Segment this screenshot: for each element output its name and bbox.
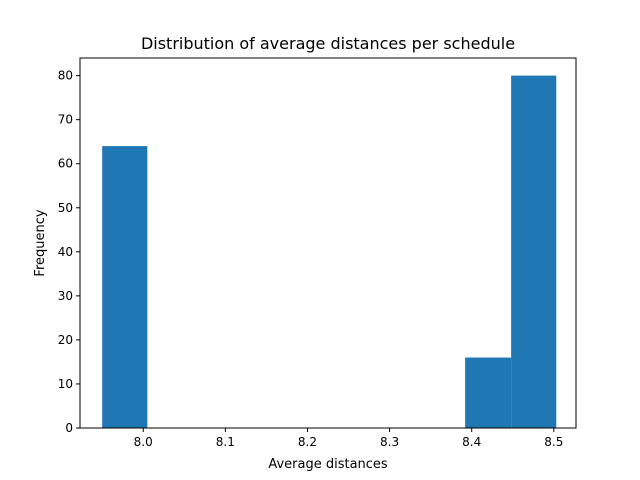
histogram-bar-9 xyxy=(511,75,557,428)
bars-group xyxy=(102,75,557,428)
y-tick-label: 10 xyxy=(58,377,73,391)
y-tick-label: 50 xyxy=(58,201,73,215)
plot-frame xyxy=(79,57,577,429)
histogram-bar-0 xyxy=(102,146,148,428)
x-tick-label: 8.0 xyxy=(134,435,153,449)
y-tick-label: 0 xyxy=(65,421,73,435)
x-tick-label: 8.1 xyxy=(216,435,235,449)
y-tick-label: 20 xyxy=(58,333,73,347)
chart-title: Distribution of average distances per sc… xyxy=(141,34,515,53)
x-axis-label: Average distances xyxy=(268,457,388,472)
y-tick-label: 70 xyxy=(58,113,73,127)
x-tick-label: 8.3 xyxy=(380,435,399,449)
y-tick-label: 80 xyxy=(58,69,73,83)
y-tick-label: 60 xyxy=(58,157,73,171)
y-tick-label: 40 xyxy=(58,245,73,259)
y-tick-label: 30 xyxy=(58,289,73,303)
y-axis-label: Frequency xyxy=(33,209,48,276)
x-axis-ticks: 8.0 8.1 8.2 8.3 8.4 8.5 xyxy=(134,428,563,449)
histogram-bar-8 xyxy=(465,357,512,428)
y-axis-ticks: 0 10 20 30 40 50 60 70 80 xyxy=(58,69,80,435)
x-tick-label: 8.4 xyxy=(462,435,481,449)
x-tick-label: 8.5 xyxy=(544,435,563,449)
x-tick-label: 8.2 xyxy=(298,435,317,449)
